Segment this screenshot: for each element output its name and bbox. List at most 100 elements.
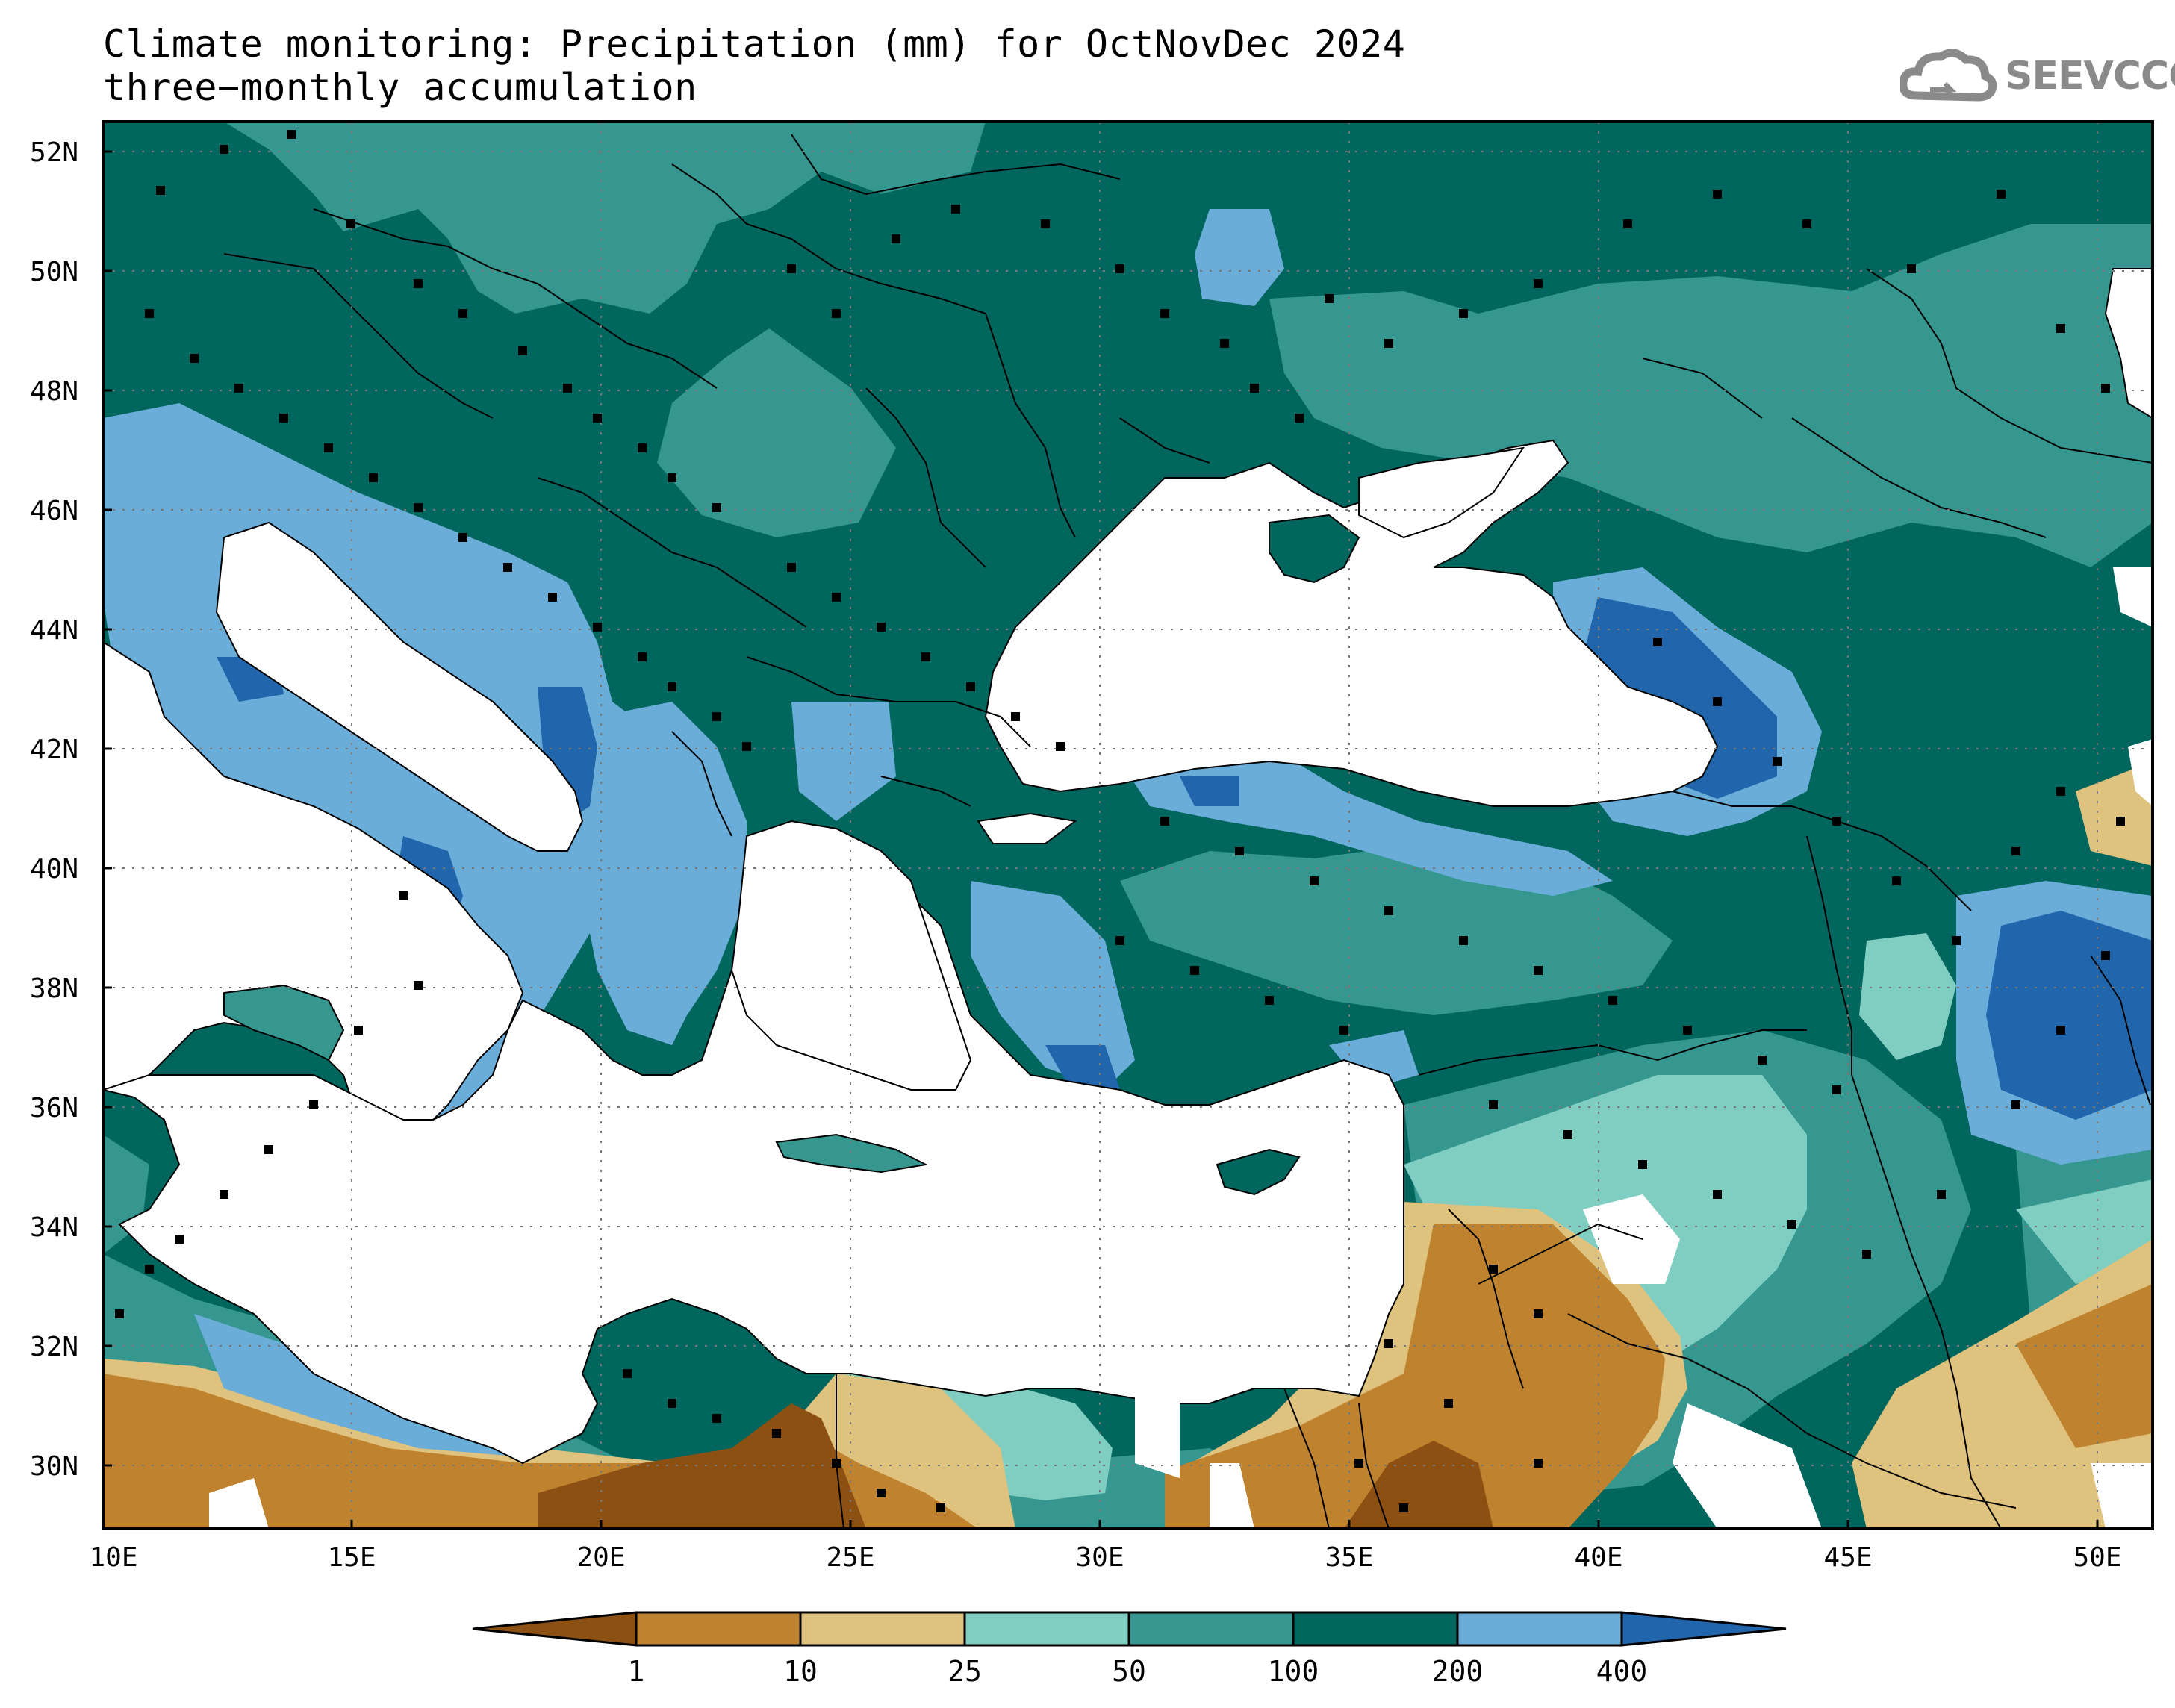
lon-label: 35E bbox=[1325, 1542, 1373, 1573]
longitude-labels: 10E 15E 20E 25E 30E 35E 40E 45E 50E bbox=[89, 1542, 2121, 1573]
station-marker bbox=[1937, 1190, 1946, 1199]
nodata-east bbox=[2128, 739, 2153, 806]
nodata-gulf bbox=[2091, 1463, 2153, 1529]
station-marker bbox=[966, 682, 975, 691]
station-marker bbox=[1713, 1190, 1722, 1199]
map-subtitle: three−monthly accumulation bbox=[103, 66, 697, 109]
station-marker bbox=[234, 384, 243, 393]
station-marker bbox=[1623, 219, 1632, 228]
field-above-400 bbox=[1583, 597, 1777, 799]
station-marker bbox=[1907, 264, 1916, 273]
colorbar-label: 400 bbox=[1596, 1655, 1648, 1688]
colorbar-arrow-low bbox=[472, 1611, 638, 1647]
colorbar-segment bbox=[1456, 1611, 1623, 1647]
station-marker bbox=[832, 1459, 841, 1468]
lat-label: 34N bbox=[30, 1212, 78, 1243]
station-marker bbox=[832, 593, 841, 602]
station-marker bbox=[1041, 219, 1050, 228]
seevccc-logo: SEEVCCC bbox=[1900, 43, 2175, 110]
station-marker bbox=[892, 234, 900, 243]
station-marker bbox=[2101, 951, 2110, 960]
crete bbox=[775, 1133, 929, 1174]
station-marker bbox=[1354, 1459, 1363, 1468]
colorbar-label: 100 bbox=[1268, 1655, 1319, 1688]
colorbar-label: 25 bbox=[948, 1655, 982, 1688]
station-marker bbox=[668, 1399, 676, 1408]
nodata-egypt-south bbox=[1210, 1463, 1254, 1529]
station-marker bbox=[1713, 190, 1722, 199]
sicily bbox=[223, 984, 345, 1062]
nodata-caspian-south bbox=[2113, 567, 2153, 627]
adriatic-inner bbox=[215, 521, 584, 852]
station-marker bbox=[1160, 309, 1169, 318]
lat-label: 38N bbox=[30, 973, 78, 1004]
colorbar-arrow-high bbox=[1620, 1611, 1787, 1647]
tick-marks bbox=[103, 150, 2099, 1529]
station-marker bbox=[414, 503, 423, 512]
sea-of-azov bbox=[1358, 446, 1525, 539]
lat-label: 32N bbox=[30, 1332, 78, 1362]
colorbar-label: 1 bbox=[628, 1655, 645, 1688]
field-below-1 bbox=[538, 1403, 866, 1529]
station-marker bbox=[1892, 876, 1901, 885]
station-marker bbox=[638, 443, 647, 452]
station-marker bbox=[772, 1429, 781, 1438]
crimea bbox=[1269, 514, 1360, 584]
station-marker bbox=[175, 1235, 184, 1244]
nodata-south bbox=[209, 1478, 269, 1529]
station-marker bbox=[1339, 1026, 1348, 1035]
station-marker bbox=[1265, 996, 1274, 1005]
station-marker bbox=[877, 1489, 886, 1497]
grid-lines bbox=[103, 122, 2153, 1529]
station-marker bbox=[220, 145, 228, 154]
nodata-syria-jordan bbox=[1583, 1194, 1680, 1284]
station-marker bbox=[2056, 324, 2065, 333]
colorbar-segment bbox=[635, 1611, 802, 1647]
lon-label: 40E bbox=[1574, 1542, 1622, 1573]
station-marker bbox=[1713, 697, 1722, 706]
station-marker bbox=[1384, 1339, 1393, 1348]
colorbar-segment bbox=[799, 1611, 966, 1647]
station-marker bbox=[877, 623, 886, 632]
station-marker bbox=[1459, 936, 1468, 945]
field-50-100 bbox=[224, 122, 986, 314]
lon-label: 45E bbox=[1823, 1542, 1872, 1573]
station-marker bbox=[1160, 817, 1169, 826]
logo-text: SEEVCCC bbox=[2005, 54, 2175, 99]
lat-label: 30N bbox=[30, 1451, 78, 1482]
station-marker bbox=[145, 309, 154, 318]
station-marker bbox=[503, 563, 512, 572]
station-marker bbox=[2011, 1100, 2020, 1109]
station-marker bbox=[1638, 1160, 1647, 1169]
station-marker bbox=[1235, 847, 1244, 855]
station-marker bbox=[593, 623, 602, 632]
station-marker bbox=[951, 205, 960, 214]
station-marker bbox=[414, 981, 423, 990]
lon-label: 20E bbox=[576, 1542, 625, 1573]
colorbar-label: 10 bbox=[783, 1655, 818, 1688]
caspian-sea bbox=[2104, 268, 2153, 420]
station-marker bbox=[638, 652, 647, 661]
station-marker bbox=[115, 1309, 124, 1318]
station-marker bbox=[156, 186, 165, 195]
station-marker bbox=[1190, 966, 1199, 975]
station-marker bbox=[787, 264, 796, 273]
station-marker bbox=[1608, 996, 1617, 1005]
cyprus bbox=[1216, 1148, 1301, 1196]
station-marker bbox=[1056, 742, 1065, 751]
nodata-saudi bbox=[1673, 1403, 1822, 1529]
station-marker bbox=[1802, 219, 1811, 228]
station-marker bbox=[1489, 1100, 1498, 1109]
latitude-labels: 52N 50N 48N 46N 44N 42N 40N 38N 36N 34N … bbox=[30, 137, 78, 1482]
station-marker bbox=[458, 533, 467, 542]
map-title: Climate monitoring: Precipitation (mm) f… bbox=[103, 22, 1406, 66]
station-marker bbox=[712, 1414, 721, 1423]
country-borders bbox=[223, 134, 2153, 1529]
station-marker bbox=[346, 219, 355, 228]
colorbar-label: 50 bbox=[1112, 1655, 1146, 1688]
station-marker bbox=[593, 414, 602, 423]
map-frame bbox=[102, 120, 2154, 1530]
station-marker bbox=[309, 1100, 318, 1109]
lon-label: 50E bbox=[2073, 1542, 2121, 1573]
